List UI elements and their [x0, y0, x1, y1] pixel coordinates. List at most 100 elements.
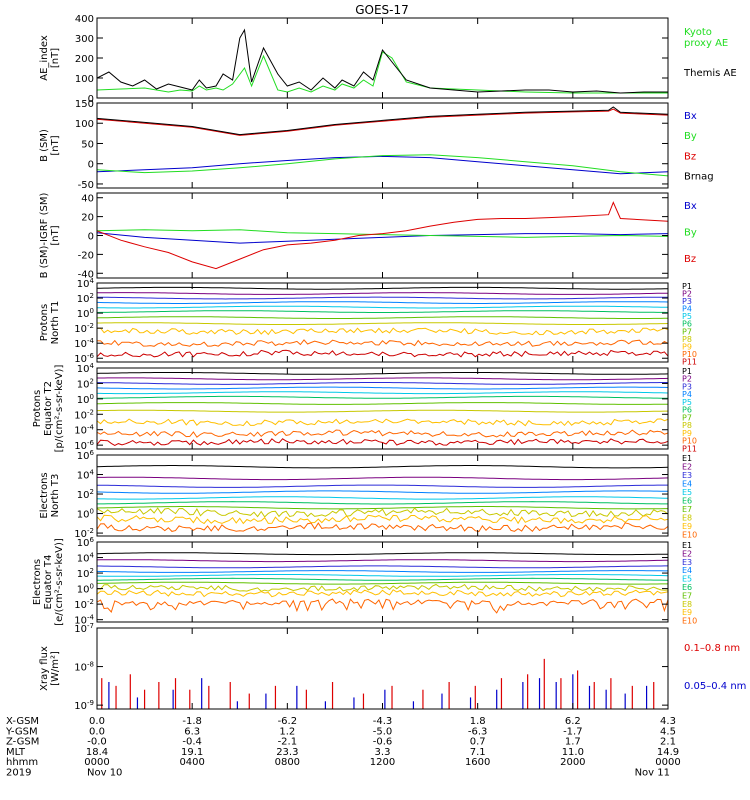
ytick-label-pe-4: 10-4 [74, 424, 94, 437]
xaxis-cell-6-3: 14.9 [657, 747, 679, 758]
channel-pe-5 [97, 395, 668, 399]
ytick-label-pe-1: 102 [77, 377, 94, 390]
ytick-label-ae-1: 300 [75, 34, 94, 45]
ytick-label-pn-0: 104 [77, 277, 95, 290]
channel-label-pn-7: P8 [682, 335, 692, 344]
channel-en-1 [97, 476, 668, 481]
ytick-label-bdiff-2: 0 [88, 232, 94, 243]
series-bsm-1 [97, 154, 668, 177]
ylabel-ae: AE_index [nT] [39, 35, 61, 81]
ytick-label-en-2: 102 [77, 488, 94, 501]
xaxis-cell-1-2: -0.4 [182, 737, 202, 748]
xaxis-cell-1-3: 19.1 [181, 747, 203, 758]
channel-label-en-2: E3 [682, 471, 692, 480]
channel-label-ee-1: E2 [682, 549, 692, 558]
ylabel-line-pe-0: Protons [32, 390, 43, 427]
channel-label-en-1: E2 [682, 463, 692, 472]
series-bsm-0 [97, 155, 668, 175]
ytick-label-xray-0: 10-7 [74, 622, 94, 635]
legend-xray-0: 0.1–0.8 nm [684, 643, 740, 654]
ylabel-line-ee-0: Electrons [32, 559, 43, 605]
ytick-label-bdiff-0: 40 [81, 194, 94, 205]
ylabel-line-bsm-1: [nT] [50, 135, 61, 155]
channel-label-pn-5: P6 [682, 320, 692, 329]
channel-pe-1 [97, 377, 668, 381]
channel-label-pn-3: P4 [682, 305, 692, 314]
ylabel-ee: Electrons Equator T4 [e/(cm²-s-sr-keV)] [32, 538, 65, 626]
ylabel-line-pn-0: Protons [39, 304, 50, 341]
plot-area-ae [97, 28, 668, 94]
ylabel-line-en-0: Electrons [39, 472, 50, 518]
channel-label-pe-7: P8 [682, 421, 692, 430]
channel-ee-4 [97, 574, 668, 577]
legend-bdiff-0: Bx [684, 201, 697, 212]
ytick-label-bdiff-4: -40 [78, 269, 94, 280]
ytick-label-ae-2: 200 [75, 54, 94, 65]
ytick-label-pe-2: 100 [77, 393, 94, 406]
channel-pn-1 [97, 292, 668, 295]
ytick-label-ae-0: 400 [75, 14, 94, 25]
channel-ee-0 [97, 552, 668, 556]
ytick-label-bdiff-3: -20 [78, 250, 94, 261]
channel-ee-5 [97, 577, 668, 581]
series-bdiff-0 [97, 232, 668, 244]
channel-ee-3 [97, 570, 668, 573]
xaxis-row-label-0: X-GSM [6, 716, 39, 727]
ytick-label-pe-5: 10-6 [74, 439, 94, 452]
xaxis-cell-0-3: 18.4 [86, 747, 108, 758]
ytick-label-pe-0: 104 [77, 362, 95, 375]
channel-ee-1 [97, 559, 668, 563]
xaxis-cell-5-3: 11.0 [562, 747, 584, 758]
panel-pe: 104 102 100 10-2 10-4 10-6 Protons Equator T2 [p… [32, 362, 697, 453]
ytick-label-ee-2: 102 [77, 567, 94, 580]
channel-en-4 [97, 496, 668, 500]
plot-area-pe [97, 372, 668, 446]
panel-ee: 106 104 102 100 10-2 10-4 Electrons Equator T4[… [32, 536, 697, 627]
ytick-label-xray-2: 10-9 [74, 699, 94, 712]
channel-label-pe-9: P10 [682, 437, 697, 446]
xaxis-cell-2-4: 0800 [275, 757, 300, 768]
ylabel-line-ee-2: [e/(cm²-s-sr-keV)] [54, 538, 65, 626]
channel-label-ee-7: E8 [682, 600, 692, 609]
channel-label-pe-4: P5 [682, 398, 692, 407]
ylabel-line-pe-1: Equator T2 [43, 381, 54, 436]
channel-en-8 [97, 514, 668, 525]
frame-xray [96, 627, 669, 710]
channel-pe-7 [97, 409, 668, 413]
ytick-label-ee-3: 100 [77, 583, 94, 596]
xaxis-cell-4-0: 1.8 [470, 716, 486, 727]
plot-area-xray [101, 658, 655, 709]
channel-label-ee-3: E4 [682, 566, 692, 575]
ytick-label-bsm-3: 0 [88, 160, 94, 171]
channel-en-0 [97, 465, 668, 469]
channel-en-5 [97, 501, 668, 505]
xaxis-cell-6-2: 2.1 [660, 737, 676, 748]
ylabel-line-xray-0: Xray flux [39, 646, 50, 691]
xaxis-cell-0-5: Nov 10 [87, 768, 122, 779]
xaxis-cell-4-3: 7.1 [470, 747, 486, 758]
channel-label-pn-1: P2 [682, 290, 692, 299]
ylabel-pe: Protons Equator T2 [p/(cm²-s-sr-keV)] [32, 365, 65, 453]
channel-label-en-4: E5 [682, 488, 692, 497]
ylabel-bsm: B (SM) [nT] [39, 129, 61, 162]
ylabel-line-bsm-0: B (SM) [39, 129, 50, 162]
channel-label-pe-8: P9 [682, 429, 692, 438]
xaxis-cell-5-2: 1.7 [565, 737, 581, 748]
plot-area-bsm [97, 106, 668, 177]
channel-label-pn-10: P11 [682, 357, 697, 366]
x-axis-table: X-GSMY-GSMZ-GSMMLThhmm20190.00.0-0.018.4… [5, 716, 681, 779]
channel-pe-10 [97, 438, 668, 446]
ytick-label-pn-5: 10-6 [74, 352, 94, 365]
series-bsm-3 [97, 106, 668, 136]
ylabel-line-bdiff-0: B (SM)-IGRF (SM) [39, 193, 50, 279]
channel-label-ee-9: E10 [682, 617, 697, 626]
xaxis-cell-4-2: 0.7 [470, 737, 486, 748]
plot-area-pn [97, 286, 668, 358]
legend-bsm-0: Bx [684, 111, 697, 122]
channel-pe-3 [97, 386, 668, 390]
ytick-label-en-4: 10-2 [74, 527, 94, 540]
channel-label-en-0: E1 [682, 454, 692, 463]
series-bdiff-1 [97, 229, 668, 238]
ytick-label-bsm-1: 100 [75, 119, 94, 130]
